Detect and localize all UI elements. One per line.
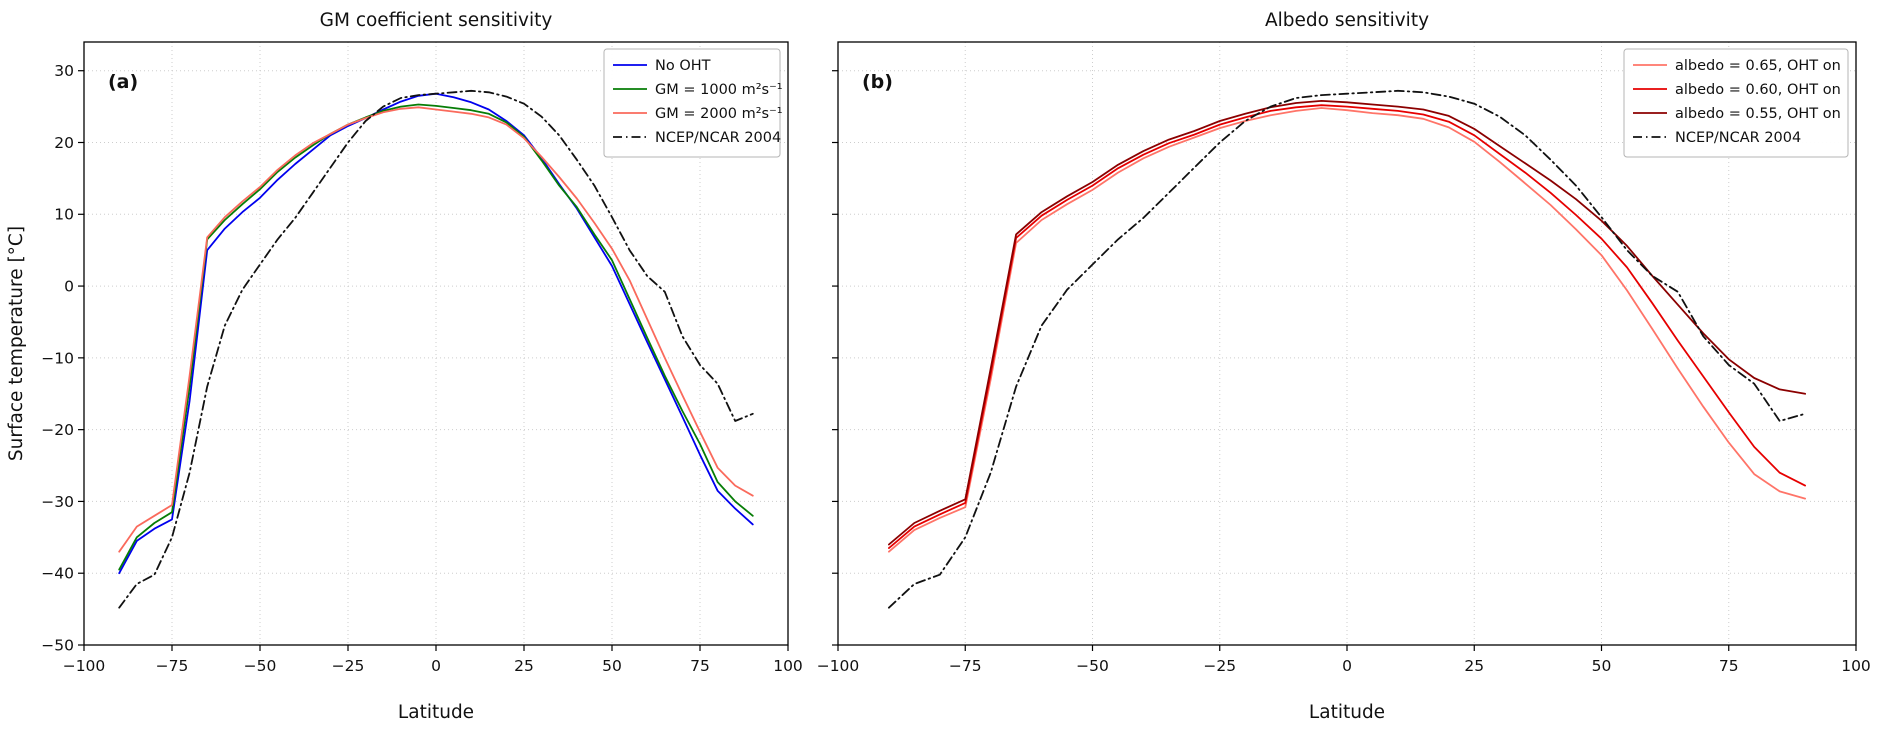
x-tick-label: 50 xyxy=(1592,657,1612,675)
x-tick-label: −25 xyxy=(1203,657,1236,675)
x-tick-label: 100 xyxy=(1841,657,1871,675)
x-axis-label: Latitude xyxy=(1309,702,1385,723)
y-tick-label: 10 xyxy=(54,206,74,224)
y-tick-label: −10 xyxy=(41,349,74,367)
legend-label-gm-1000: GM = 1000 m²s⁻¹ xyxy=(655,82,783,98)
y-tick-label: −40 xyxy=(41,565,74,583)
legend-box xyxy=(1623,48,1849,158)
x-tick-label: 75 xyxy=(1719,657,1739,675)
series-line-albedo-065 xyxy=(888,107,1806,553)
panel-title: Albedo sensitivity xyxy=(1265,10,1429,31)
legend-label-ncep-ncar-2004: NCEP/NCAR 2004 xyxy=(1675,130,1801,146)
y-tick-label: 20 xyxy=(54,134,74,152)
x-tick-label: −100 xyxy=(63,657,106,675)
y-tick-label: 0 xyxy=(64,277,74,295)
legend-label-gm-2000: GM = 2000 m²s⁻¹ xyxy=(655,106,783,122)
y-tick-label: −20 xyxy=(41,421,74,439)
series-line-albedo-055 xyxy=(888,100,1806,546)
legend-label-albedo-060: albedo = 0.60, OHT on xyxy=(1675,82,1841,98)
legend-label-no-oht: No OHT xyxy=(655,58,711,74)
y-tick-label: −50 xyxy=(41,636,74,654)
x-tick-label: −25 xyxy=(332,657,365,675)
panel-letter: (b) xyxy=(862,71,893,93)
legend-label-albedo-055: albedo = 0.55, OHT on xyxy=(1675,106,1841,122)
x-tick-label: 75 xyxy=(690,657,710,675)
x-tick-label: 25 xyxy=(514,657,534,675)
panel-a-chart: −100 −75 −50 −25 0 25 50 75 100 −50 −40 −30 −20 −10 0 1… xyxy=(0,0,812,738)
x-tick-label: −50 xyxy=(1076,657,1109,675)
panel-title: GM coefficient sensitivity xyxy=(320,10,553,31)
y-tick-label: 30 xyxy=(54,62,74,80)
legend-box xyxy=(603,48,781,158)
series-line-gm-2000 xyxy=(118,106,754,553)
panel-letter: (a) xyxy=(108,71,138,93)
x-tick-label: 0 xyxy=(1342,657,1352,675)
x-tick-label: −75 xyxy=(949,657,982,675)
panel-b-svg: −100 −75 −50 −25 0 25 50 75 100 Albedo sensitivit… xyxy=(817,10,1871,723)
panel-a-svg: −100 −75 −50 −25 0 25 50 75 100−50−40−30−20−1001… xyxy=(6,10,803,723)
legend-label-albedo-065: albedo = 0.65, OHT on xyxy=(1675,58,1841,74)
series-line-albedo-060 xyxy=(888,104,1806,549)
legend-label-ncep-ncar-2004: NCEP/NCAR 2004 xyxy=(655,130,781,146)
x-axis-label: Latitude xyxy=(398,702,474,723)
x-tick-label: −50 xyxy=(244,657,277,675)
y-axis-label: Surface temperature [°C] xyxy=(6,226,27,461)
x-tick-label: 25 xyxy=(1464,657,1484,675)
series-line-gm-1000 xyxy=(118,103,754,571)
x-tick-label: 0 xyxy=(431,657,441,675)
x-tick-label: 100 xyxy=(773,657,803,675)
y-tick-label: −30 xyxy=(41,493,74,511)
panel-b-chart: −100 −75 −50 −25 0 25 50 75 100 Albedo sensitivit… xyxy=(812,0,1892,738)
x-tick-label: −75 xyxy=(156,657,189,675)
x-tick-label: 50 xyxy=(602,657,622,675)
x-tick-label: −100 xyxy=(817,657,860,675)
series-line-ncep-ncar-2004 xyxy=(888,89,1806,609)
series-line-ncep-ncar-2004 xyxy=(118,89,754,609)
